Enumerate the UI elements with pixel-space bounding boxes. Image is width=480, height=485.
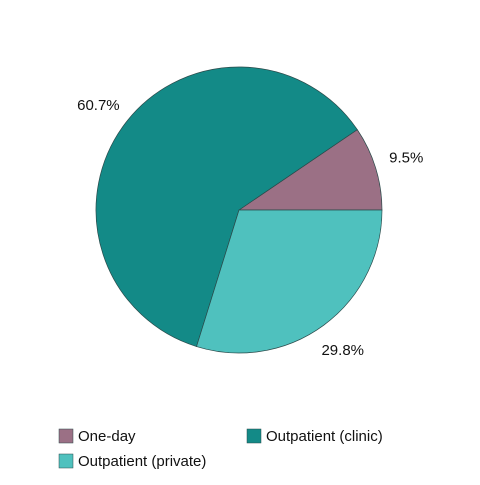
legend-label: Outpatient (clinic): [266, 428, 383, 445]
legend-label: One-day: [78, 428, 136, 445]
data-label: 9.5%: [389, 150, 423, 167]
legend-label: Outpatient (private): [78, 453, 206, 470]
data-label: 29.8%: [321, 342, 364, 359]
data-label: 60.7%: [77, 97, 120, 114]
pie-slice: [196, 209, 383, 354]
pie-slice: [95, 66, 358, 347]
legend-swatch: [246, 428, 262, 444]
legend-swatch: [58, 428, 74, 444]
pie-slice: [237, 129, 383, 211]
legend-swatch: [58, 453, 74, 469]
